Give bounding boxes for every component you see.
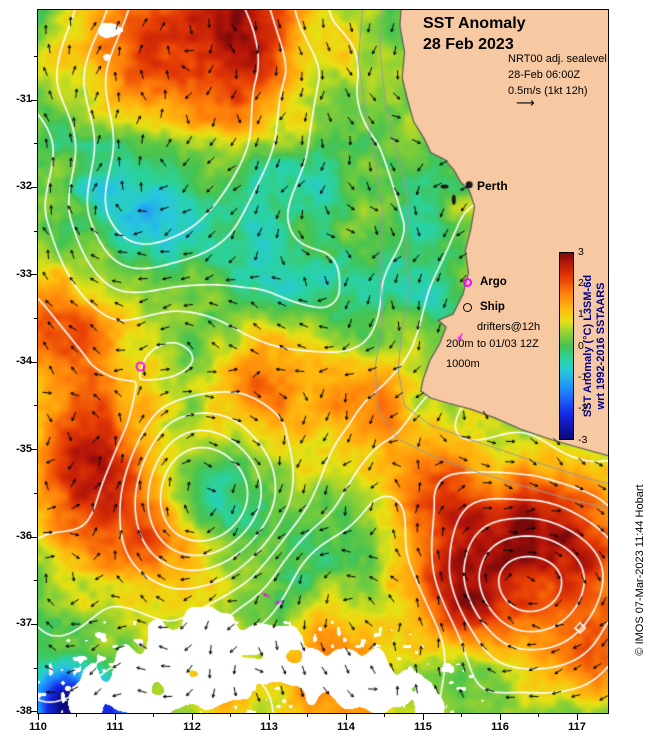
y-axis-tick-label: -34 [16, 355, 32, 368]
map-canvas [37, 9, 609, 714]
argo-legend-icon [463, 278, 472, 287]
x-axis-minor-tick [538, 714, 539, 717]
x-axis-tick [37, 714, 39, 720]
y-axis-tick [31, 99, 37, 101]
y-axis-tick [31, 361, 37, 363]
y-axis-tick-label: -31 [16, 93, 32, 105]
note-velocity-scale: 0.5m/s (1kt 12h) [508, 85, 588, 97]
x-axis-tick-label: 112 [183, 721, 201, 733]
x-axis-minor-tick [76, 714, 77, 717]
colorbar-tick-label: 1 [578, 308, 584, 321]
x-axis-minor-tick [230, 714, 231, 717]
perth-label: Perth [477, 179, 508, 193]
colorbar-tick-label: 2 [578, 276, 584, 289]
drifters-legend-line1: drifters@12h [477, 321, 541, 333]
isobath-1000-label: 1000m [446, 358, 480, 370]
y-axis-minor-tick [34, 230, 37, 232]
y-axis-minor-tick [34, 405, 37, 407]
colorbar-tick-label: -2 [578, 402, 588, 415]
x-axis-tick [499, 714, 501, 720]
note-time: 28-Feb 06:00Z [508, 69, 581, 81]
y-axis-tick-label: -38 [16, 704, 32, 717]
argo-legend-label: Argo [480, 276, 507, 288]
x-axis-tick [114, 714, 116, 720]
colorbar-tick-label: -1 [578, 370, 588, 383]
title-line1: SST Anomaly [423, 15, 526, 32]
x-axis-tick [191, 714, 193, 720]
x-axis-tick-label: 114 [337, 721, 355, 733]
colorbar-tick-label: -3 [578, 433, 588, 446]
y-axis-tick-label: -33 [16, 267, 32, 280]
x-axis-tick-label: 110 [29, 721, 47, 733]
y-axis-minor-tick [34, 492, 37, 494]
y-axis-tick-label: -37 [16, 617, 32, 630]
y-axis-minor-tick [34, 667, 37, 669]
y-axis-tick-label: -35 [16, 442, 32, 455]
x-axis-tick [268, 714, 270, 720]
y-axis-minor-tick [34, 55, 37, 57]
x-axis-tick [576, 714, 578, 720]
y-axis-minor-tick [34, 318, 37, 319]
ship-legend-icon [463, 303, 472, 312]
imos-watermark: © IMOS 07-Mar-2023 11:44 Hobart [634, 484, 646, 656]
y-axis-tick [31, 711, 37, 713]
x-axis-minor-tick [461, 714, 462, 717]
isobath-200-label: 200m [446, 338, 474, 350]
x-axis-tick-label: 116 [491, 721, 509, 733]
y-axis-tick-label: -32 [16, 180, 32, 193]
x-axis-tick-label: 117 [568, 721, 586, 733]
x-axis-minor-tick [153, 714, 154, 717]
x-axis-tick-label: 115 [414, 721, 432, 733]
analysis-note: NRT00 adj. sealevel 28-Feb 06:00Z 0.5m/s… [508, 51, 607, 99]
title-date: 28 Feb 2023 [423, 36, 514, 53]
y-axis-minor-tick [34, 143, 37, 145]
y-axis-tick [31, 623, 37, 625]
note-sealevel: NRT00 adj. sealevel [508, 53, 607, 65]
x-axis-minor-tick [384, 714, 385, 717]
y-axis-minor-tick [34, 580, 37, 582]
drifters-legend-line2: to 01/03 12Z [477, 338, 539, 350]
y-axis-tick [31, 186, 37, 188]
colorbar-tick-label: 3 [578, 245, 584, 258]
y-axis-tick [31, 536, 37, 538]
velocity-scale-arrow-icon: ⟶ [516, 95, 535, 110]
y-axis-tick [31, 449, 37, 451]
page-title: SST Anomaly 28 Feb 2023 [423, 13, 526, 55]
x-axis-tick [422, 714, 424, 720]
x-axis-minor-tick [307, 714, 308, 717]
colorbar [559, 252, 574, 440]
x-axis-tick-label: 111 [106, 721, 124, 733]
colorbar-tick-label: 0 [578, 339, 584, 352]
ship-legend-label: Ship [480, 301, 505, 313]
y-axis-tick [31, 274, 37, 276]
y-axis-tick-label: -36 [16, 530, 32, 542]
x-axis-tick-label: 113 [260, 721, 278, 733]
x-axis-tick [345, 714, 347, 720]
